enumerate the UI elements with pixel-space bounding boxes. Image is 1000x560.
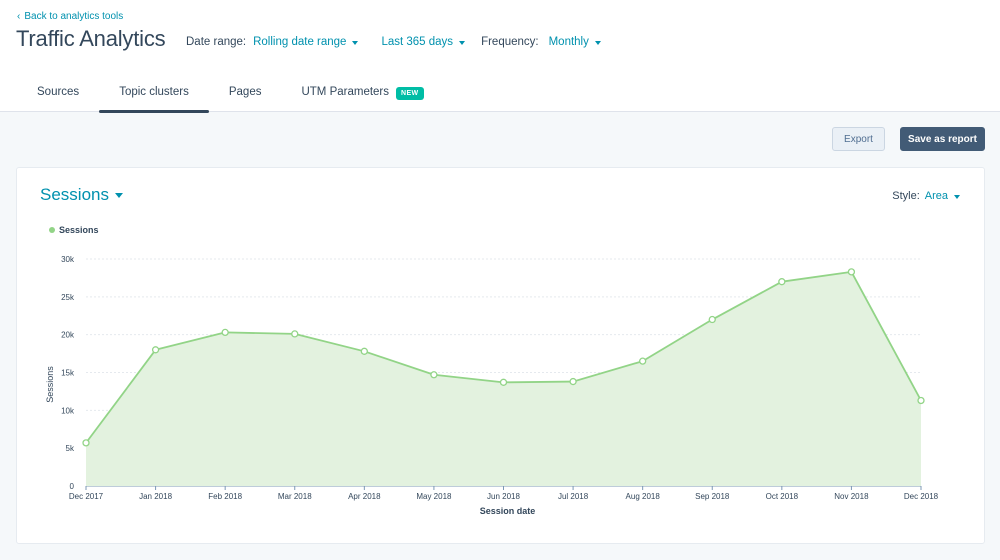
tab-utm-parameters[interactable]: UTM Parameters NEW xyxy=(281,74,443,112)
style-value: Area xyxy=(924,190,948,202)
legend-dot-icon xyxy=(49,227,55,233)
sessions-chart: 0 5k 10k 15k 20k 25k 30k Dec 2017 Jan 2018 Feb 20… xyxy=(45,255,939,516)
data-point xyxy=(778,278,786,286)
date-range-value: Rolling date range xyxy=(253,36,347,48)
metric-title: Sessions xyxy=(40,185,109,204)
tab-bar: Sources Topic clusters Pages UTM Paramet… xyxy=(17,74,444,113)
frequency-value: Monthly xyxy=(548,36,589,48)
x-axis-title: Session date xyxy=(480,506,536,516)
data-point xyxy=(569,377,577,386)
chart-legend: Sessions xyxy=(49,225,99,235)
x-tick-label: Mar 2018 xyxy=(278,492,312,501)
x-tick-label: Apr 2018 xyxy=(348,492,381,501)
x-tick-label: Jan 2018 xyxy=(139,492,172,501)
style-dropdown[interactable]: Area xyxy=(925,190,960,202)
period-value: Last 365 days xyxy=(381,36,454,48)
data-point xyxy=(499,378,508,386)
x-tick-label: Feb 2018 xyxy=(208,492,242,501)
x-tick-label: Sep 2018 xyxy=(695,492,730,501)
y-tick-label: 30k xyxy=(61,255,75,264)
tab-sources[interactable]: Sources xyxy=(17,74,99,112)
caret-down-icon xyxy=(594,40,601,45)
caret-down-icon xyxy=(954,194,960,199)
tab-topic-clusters[interactable]: Topic clusters xyxy=(99,74,209,113)
style-label: Style: xyxy=(892,190,920,202)
new-badge: NEW xyxy=(396,87,424,100)
export-button[interactable]: Export xyxy=(832,127,885,151)
x-tick-label: Oct 2018 xyxy=(766,492,799,501)
data-point xyxy=(430,371,438,379)
data-point xyxy=(291,330,299,338)
data-point xyxy=(639,357,647,365)
x-tick-label: Jul 2018 xyxy=(558,492,589,501)
legend-label: Sessions xyxy=(59,225,99,235)
data-point xyxy=(708,315,716,324)
tab-label: Pages xyxy=(228,86,262,98)
x-tick-label: Nov 2018 xyxy=(834,492,869,501)
frequency-dropdown[interactable]: Monthly xyxy=(549,36,601,48)
x-tick-label: Dec 2017 xyxy=(69,492,104,501)
y-axis-title: Sessions xyxy=(45,366,55,403)
tab-label: Topic clusters xyxy=(119,86,189,98)
data-point xyxy=(82,439,90,447)
series-area xyxy=(86,271,921,486)
data-point xyxy=(917,396,925,405)
tab-pages[interactable]: Pages xyxy=(209,74,282,112)
data-point xyxy=(221,328,229,337)
caret-down-icon xyxy=(114,193,123,198)
filter-bar: Date range: Rolling date range Last 365 … xyxy=(186,34,601,50)
caret-down-icon xyxy=(352,40,359,45)
y-tick-label: 20k xyxy=(61,331,75,340)
y-tick-label: 10k xyxy=(61,406,75,415)
page-title: Traffic Analytics xyxy=(16,26,166,51)
x-tick-label: May 2018 xyxy=(416,492,452,501)
chevron-left-icon: ‹ xyxy=(17,10,21,22)
tab-label: Sources xyxy=(37,86,80,98)
x-tick-label: Jun 2018 xyxy=(487,492,520,501)
x-tick-label: Aug 2018 xyxy=(626,492,661,501)
period-dropdown[interactable]: Last 365 days xyxy=(381,36,466,48)
back-link[interactable]: ‹ Back to analytics tools xyxy=(17,11,123,22)
caret-down-icon xyxy=(459,40,466,45)
tab-label: UTM Parameters xyxy=(301,86,390,98)
save-as-report-button[interactable]: Save as report xyxy=(900,127,985,151)
data-point xyxy=(847,268,856,276)
data-point xyxy=(360,347,368,355)
data-point xyxy=(151,346,160,354)
y-tick-label: 5k xyxy=(66,444,75,453)
date-range-dropdown[interactable]: Rolling date range xyxy=(253,36,359,48)
x-tick-label: Dec 2018 xyxy=(904,492,939,501)
y-tick-label: 0 xyxy=(70,482,75,491)
frequency-label: Frequency: xyxy=(481,36,539,48)
y-tick-label: 25k xyxy=(61,293,75,302)
back-link-label: Back to analytics tools xyxy=(24,11,124,22)
y-tick-label: 15k xyxy=(61,369,75,378)
header-bar: ‹ Back to analytics tools Traffic Analyt… xyxy=(0,0,1000,113)
chart-card: Sessions Style: Area Sessions 0 5k 10k 15k 2… xyxy=(16,167,985,544)
date-range-label: Date range: xyxy=(186,36,247,48)
style-control: Style: Area xyxy=(892,190,960,202)
metric-dropdown[interactable]: Sessions xyxy=(40,185,123,205)
